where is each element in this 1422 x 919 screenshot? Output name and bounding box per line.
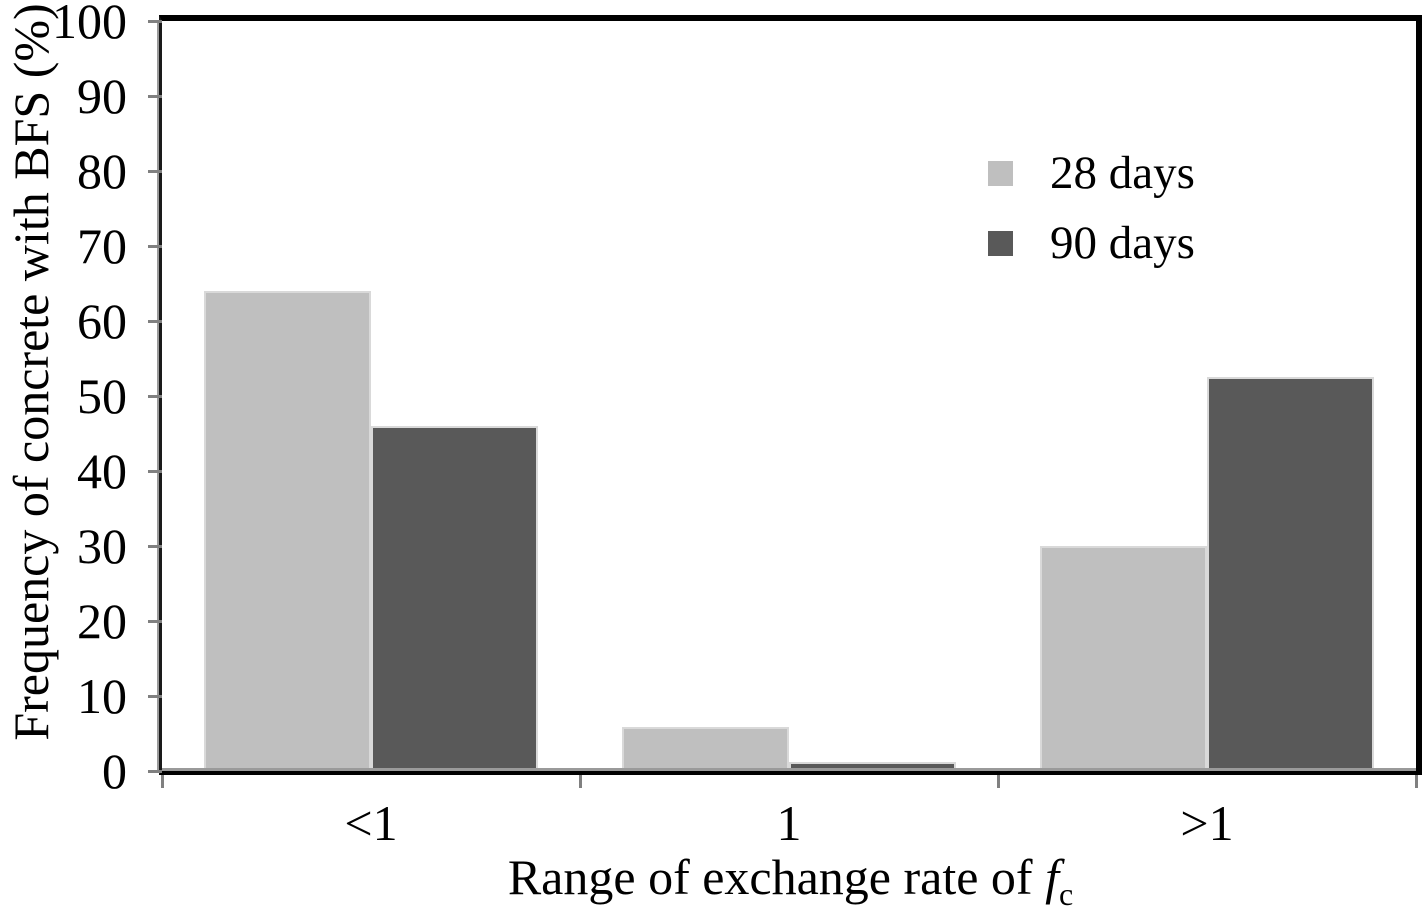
plot-area: 0 10 20 30 40 50 60 70 80 90 100 <1 1 >1 bbox=[52, 0, 1422, 848]
x-category-label: >1 bbox=[1180, 795, 1234, 851]
y-tick-label: 90 bbox=[77, 68, 127, 124]
legend-item: 28 days bbox=[988, 150, 1195, 197]
y-tick bbox=[148, 319, 162, 323]
y-tick bbox=[148, 619, 162, 623]
x-tick bbox=[160, 775, 164, 788]
x-category-label: 1 bbox=[776, 795, 802, 851]
bar-28-days-cat2 bbox=[1040, 546, 1207, 771]
y-tick-label: 60 bbox=[77, 293, 127, 349]
x-axis-title-variable: f bbox=[1045, 849, 1059, 905]
legend-label: 90 days bbox=[1050, 217, 1195, 269]
bar-90-days-cat0 bbox=[371, 426, 538, 771]
y-tick-label: 0 bbox=[102, 743, 127, 799]
y-tick bbox=[148, 94, 162, 98]
y-tick bbox=[148, 19, 162, 23]
y-tick-label: 50 bbox=[77, 368, 127, 424]
y-tick-label: 70 bbox=[77, 218, 127, 274]
y-tick bbox=[148, 169, 162, 173]
y-tick-label: 100 bbox=[52, 0, 127, 49]
legend-swatch-icon bbox=[988, 231, 1013, 256]
y-tick bbox=[148, 544, 162, 548]
y-tick-label: 40 bbox=[77, 443, 127, 499]
legend-label: 28 days bbox=[1050, 147, 1195, 199]
x-axis-line bbox=[162, 768, 1416, 771]
y-tick bbox=[148, 769, 162, 773]
axes-layer: 0 10 20 30 40 50 60 70 80 90 100 <1 1 >1 bbox=[52, 0, 1418, 848]
y-tick bbox=[148, 394, 162, 398]
bars-layer bbox=[162, 21, 1416, 771]
bar-90-days-cat2 bbox=[1207, 377, 1374, 771]
y-axis-title: Frequency of concrete with BFS (%) bbox=[3, 3, 59, 741]
x-axis-title-text: Range of exchange rate of bbox=[507, 849, 1046, 905]
y-tick-label: 30 bbox=[77, 518, 127, 574]
y-tick-label: 20 bbox=[77, 593, 127, 649]
legend-item: 90 days bbox=[988, 220, 1195, 267]
y-tick bbox=[148, 694, 162, 698]
x-axis-title: Range of exchange rate of fc bbox=[159, 849, 1422, 910]
y-tick bbox=[148, 244, 162, 248]
x-category-label: <1 bbox=[344, 795, 398, 851]
x-tick bbox=[1414, 775, 1418, 788]
y-tick-label: 10 bbox=[77, 668, 127, 724]
bar-28-days-cat0 bbox=[204, 291, 371, 771]
y-tick bbox=[148, 469, 162, 473]
x-tick bbox=[578, 775, 582, 788]
legend-swatch-icon bbox=[988, 161, 1013, 186]
x-axis-title-subscript: c bbox=[1058, 876, 1074, 912]
x-tick bbox=[996, 775, 1000, 788]
y-tick-label: 80 bbox=[77, 143, 127, 199]
legend: 28 days 90 days bbox=[988, 150, 1195, 301]
